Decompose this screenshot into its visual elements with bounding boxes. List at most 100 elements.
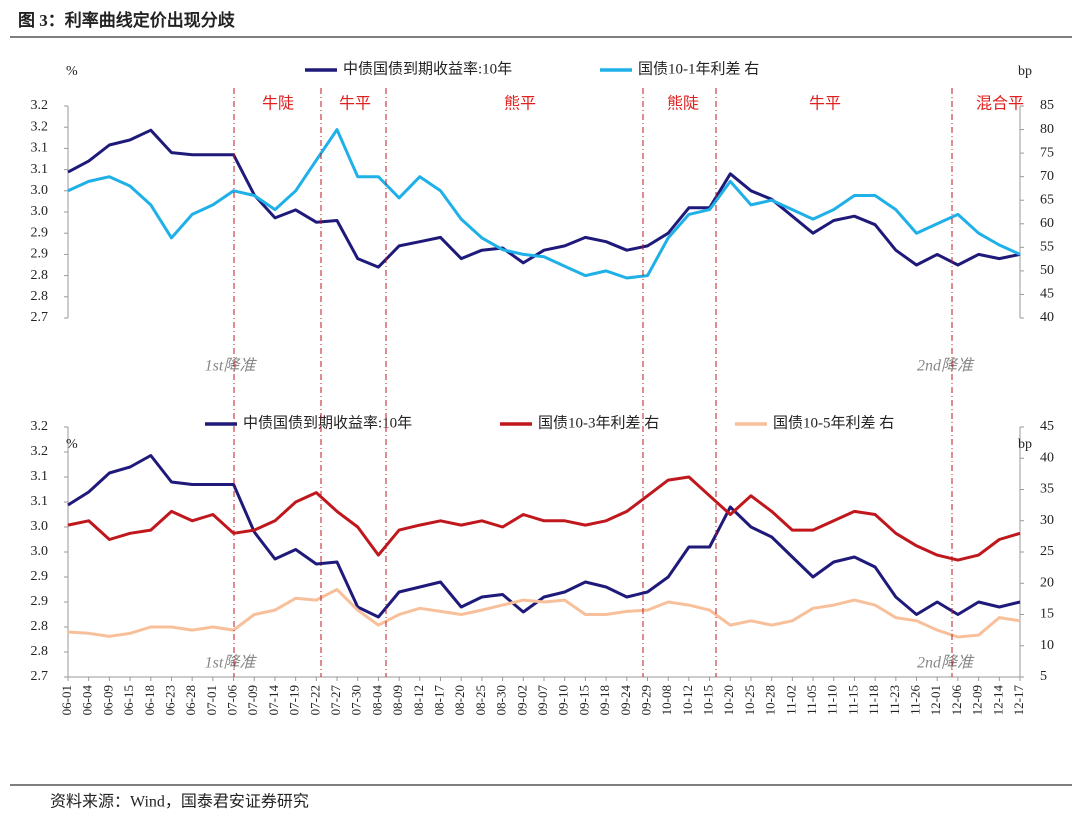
x-tick-label: 11-10: [825, 685, 840, 715]
x-tick-label: 06-15: [121, 685, 136, 715]
y2-tick-label: 85: [1040, 98, 1054, 113]
y2-tick-label: 65: [1040, 192, 1054, 207]
y2-tick-label: 35: [1040, 482, 1054, 497]
y-tick-label: 2.9: [31, 225, 49, 240]
x-tick-label: 06-28: [183, 685, 198, 715]
x-tick-label: 07-06: [225, 685, 240, 716]
x-tick-label: 12-14: [990, 685, 1005, 716]
y2-tick-label: 70: [1040, 169, 1054, 184]
x-tick-label: 09-07: [535, 685, 550, 716]
x-tick-label: 07-22: [307, 685, 322, 715]
x-tick-label: 06-18: [142, 685, 157, 715]
x-tick-label: 10-08: [659, 685, 674, 715]
x-tick-label: 07-19: [287, 685, 302, 715]
y2-tick-label: 60: [1040, 216, 1054, 231]
y2-unit: bp: [1018, 64, 1032, 79]
x-tick-label: 07-14: [266, 685, 281, 716]
x-tick-label: 11-15: [845, 685, 860, 715]
note: 2nd降准: [917, 654, 975, 672]
x-tick-label: 12-09: [970, 685, 985, 715]
x-tick-label: 09-15: [576, 685, 591, 715]
y2-tick-label: 80: [1040, 122, 1054, 137]
y-tick-label: 3.0: [31, 519, 49, 534]
x-tick-label: 08-20: [452, 685, 467, 715]
y2-tick-label: 40: [1040, 450, 1054, 465]
x-tick-label: 07-30: [349, 685, 364, 715]
x-tick-label: 08-25: [473, 685, 488, 715]
x-tick-label: 10-15: [701, 685, 716, 715]
y2-tick-label: 45: [1040, 287, 1054, 302]
note: 1st降准: [205, 654, 258, 672]
legend-label: 中债国债到期收益率:10年: [243, 414, 412, 431]
x-tick-label: 09-02: [514, 685, 529, 715]
y-tick-label: 2.8: [31, 619, 49, 634]
x-tick-label: 06-04: [80, 685, 95, 716]
y-tick-label: 2.8: [31, 289, 49, 304]
x-tick-label: 06-23: [162, 685, 177, 715]
y-tick-label: 2.8: [31, 268, 49, 283]
series-line: [67, 128, 1021, 269]
y2-tick-label: 55: [1040, 240, 1054, 255]
y-tick-label: 3.1: [31, 162, 49, 177]
y2-tick-label: 30: [1040, 513, 1054, 528]
series-line: [67, 454, 1021, 619]
regime-label: 牛平: [339, 95, 371, 113]
y-tick-label: 3.2: [31, 119, 49, 134]
y2-unit: bp: [1018, 437, 1032, 452]
y2-tick-label: 25: [1040, 544, 1054, 559]
legend-label: 国债10-1年利差 右: [638, 60, 759, 77]
x-tick-label: 07-09: [245, 685, 260, 715]
x-tick-label: 08-04: [369, 685, 384, 716]
y-tick-label: 3.1: [31, 141, 49, 156]
x-tick-label: 08-17: [432, 685, 447, 716]
x-tick-label: 11-18: [866, 685, 881, 715]
y-tick-label: 3.0: [31, 183, 49, 198]
x-tick-label: 06-01: [59, 685, 74, 715]
regime-label: 混合平: [976, 95, 1024, 113]
legend-label: 中债国债到期收益率:10年: [343, 60, 512, 77]
y2-tick-label: 50: [1040, 263, 1054, 278]
y-tick-label: 3.2: [31, 98, 49, 113]
y-tick-label: 2.9: [31, 569, 49, 584]
y-tick-label: 2.8: [31, 644, 49, 659]
regime-label: 牛陡: [262, 95, 294, 113]
x-tick-label: 11-26: [908, 685, 923, 715]
x-tick-label: 10-20: [721, 685, 736, 715]
y2-tick-label: 10: [1040, 638, 1054, 653]
x-tick-label: 11-02: [783, 685, 798, 715]
y-tick-label: 3.0: [31, 544, 49, 559]
x-tick-label: 07-27: [328, 685, 343, 716]
y-tick-label: 3.1: [31, 469, 49, 484]
y2-tick-label: 75: [1040, 145, 1054, 160]
y-tick-label: 2.7: [31, 310, 49, 325]
source: 资料来源：Wind，国泰君安证券研究: [50, 793, 309, 811]
y2-tick-label: 15: [1040, 607, 1054, 622]
x-tick-label: 08-12: [411, 685, 426, 715]
x-tick-label: 09-10: [556, 685, 571, 715]
x-tick-label: 08-30: [494, 685, 509, 715]
x-tick-label: 12-01: [928, 685, 943, 715]
series-line: [67, 475, 1021, 562]
x-tick-label: 09-24: [618, 685, 633, 716]
x-tick-label: 06-09: [100, 685, 115, 715]
y2-tick-label: 45: [1040, 419, 1054, 434]
legend-label: 国债10-3年利差 右: [538, 414, 659, 431]
series-line: [67, 128, 1021, 280]
y2-tick-label: 40: [1040, 310, 1054, 325]
x-tick-label: 12-06: [949, 685, 964, 716]
regime-label: 牛平: [809, 95, 841, 113]
x-tick-label: 07-01: [204, 685, 219, 715]
y-unit: %: [66, 437, 78, 452]
x-tick-label: 10-25: [742, 685, 757, 715]
y-tick-label: 3.0: [31, 204, 49, 219]
page-title: 图 3：利率曲线定价出现分歧: [18, 10, 236, 30]
note: 2nd降准: [917, 357, 975, 375]
x-tick-label: 11-05: [804, 685, 819, 715]
y2-tick-label: 5: [1040, 669, 1047, 684]
x-tick-label: 08-09: [390, 685, 405, 715]
y-unit: %: [66, 64, 78, 79]
y2-tick-label: 20: [1040, 575, 1054, 590]
note: 1st降准: [205, 357, 258, 375]
y-tick-label: 2.9: [31, 594, 49, 609]
